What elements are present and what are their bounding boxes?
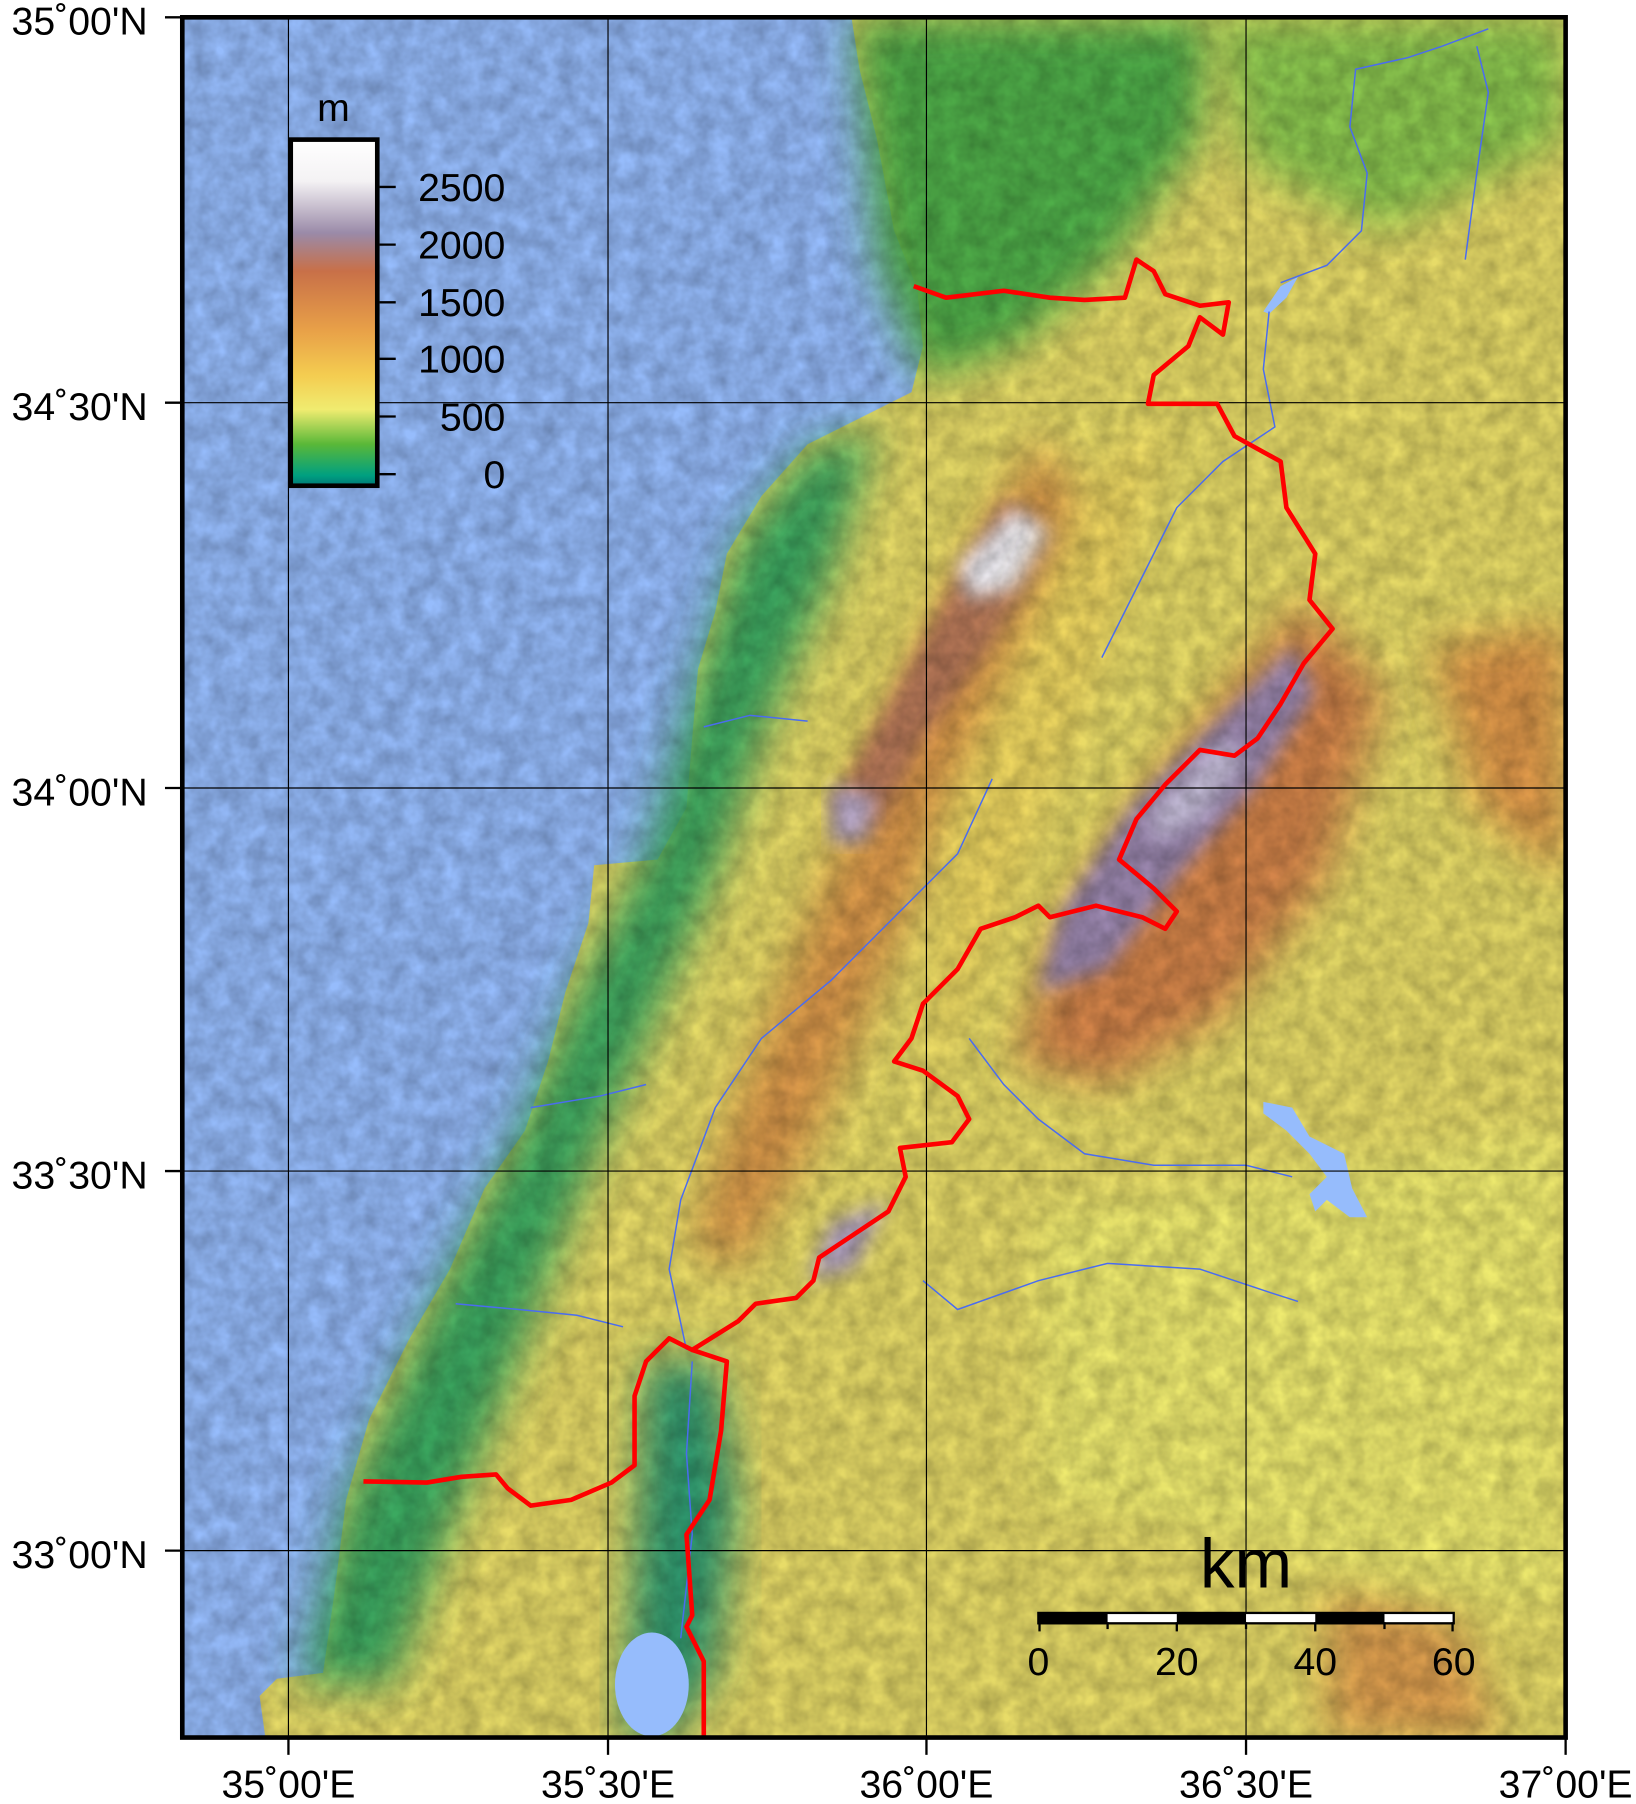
map-frame <box>179 15 1568 1740</box>
legend-tick-2000: 2000 <box>418 223 505 267</box>
scale-label-0: 0 <box>1027 1640 1049 1684</box>
legend-tick-0: 0 <box>484 453 506 497</box>
lat-label-35-00: 35˚00'N <box>12 0 148 44</box>
lat-label-34-30: 34˚30'N <box>12 385 148 429</box>
legend-tick-1000: 1000 <box>418 338 505 382</box>
lake-homs <box>1263 276 1298 314</box>
lon-label-36-00: 36˚00'E <box>859 1763 993 1804</box>
legend-tick-500: 500 <box>440 395 505 439</box>
lat-label-33-30: 33˚30'N <box>12 1153 148 1197</box>
border-south <box>684 1347 730 1738</box>
scale-label-60: 60 <box>1432 1640 1476 1684</box>
legend-tick-1500: 1500 <box>418 281 505 325</box>
scale-bar: km 0 20 40 60 <box>1027 1525 1475 1685</box>
map-area: m 2500 2000 1500 1000 500 0 km <box>182 17 1566 1738</box>
lon-label-36-30: 36˚30'E <box>1179 1763 1313 1804</box>
elevation-shading <box>182 17 1566 1738</box>
legend-tick-2500: 2500 <box>418 166 505 210</box>
lake-east <box>1263 1101 1368 1218</box>
lon-label-35-00: 35˚00'E <box>221 1763 355 1804</box>
elevation-legend: m 2500 2000 1500 1000 500 0 <box>288 86 506 497</box>
lon-label-37-00: 37˚00'E <box>1499 1763 1633 1804</box>
scale-label-20: 20 <box>1155 1640 1199 1684</box>
lat-label-33-00: 33˚00'N <box>12 1533 148 1577</box>
legend-unit: m <box>317 86 350 130</box>
lake-galilee <box>614 1632 689 1737</box>
lat-label-34-00: 34˚00'N <box>12 770 148 814</box>
frame-ticks <box>164 16 1567 1755</box>
legend-colorbar <box>288 137 380 489</box>
international-border <box>363 257 1335 1508</box>
scale-unit: km <box>1200 1525 1292 1603</box>
lon-label-35-30: 35˚30'E <box>541 1763 675 1804</box>
scale-label-40: 40 <box>1293 1640 1337 1684</box>
